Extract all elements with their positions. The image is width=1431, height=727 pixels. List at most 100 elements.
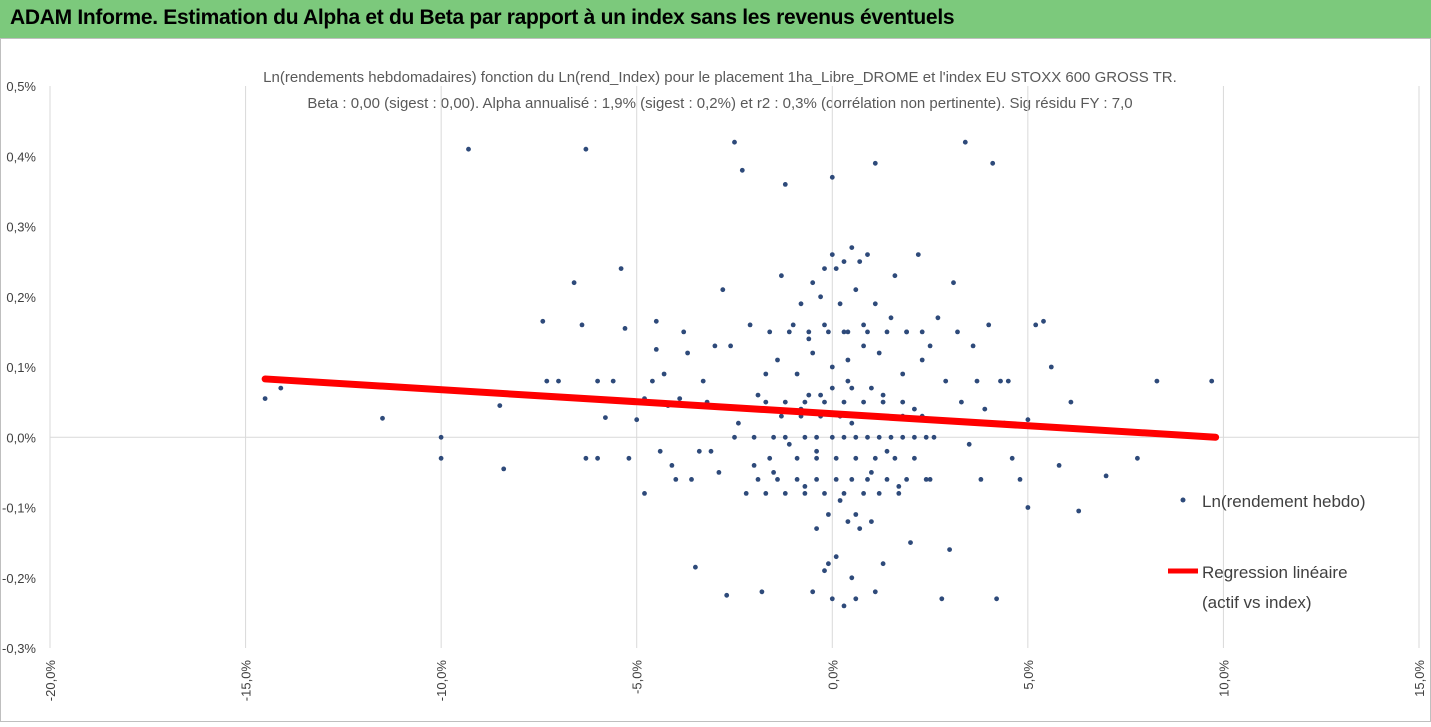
chart-border xyxy=(0,38,1431,722)
axis-labels: -20,0% -15,0% -10,0% -5,0% 0,0% 5,0% 10,0% 15,0… xyxy=(2,79,1427,701)
data-point xyxy=(931,434,937,440)
data-point xyxy=(947,547,952,552)
y-tick-label: 0,3% xyxy=(6,220,36,235)
data-point xyxy=(833,266,839,271)
data-point xyxy=(579,322,585,328)
y-tick-label: 0,2% xyxy=(6,290,36,305)
data-point xyxy=(900,434,906,440)
data-point xyxy=(798,301,804,307)
data-point xyxy=(814,526,819,531)
data-point xyxy=(262,396,268,401)
data-point xyxy=(814,448,819,454)
data-point xyxy=(1056,463,1062,468)
data-point xyxy=(861,399,866,405)
data-point xyxy=(767,329,773,335)
data-point xyxy=(802,434,808,440)
data-point xyxy=(747,322,753,328)
data-point xyxy=(278,385,284,391)
data-point xyxy=(810,350,816,356)
data-point xyxy=(923,477,929,482)
data-point xyxy=(763,491,769,496)
data-point xyxy=(982,406,988,412)
data-point xyxy=(865,477,870,482)
data-point xyxy=(1068,399,1074,405)
data-point xyxy=(822,491,827,496)
data-point xyxy=(583,146,589,152)
data-point xyxy=(818,392,823,398)
data-point xyxy=(782,399,788,405)
data-point xyxy=(876,350,882,356)
data-point xyxy=(720,287,726,293)
data-point xyxy=(544,378,550,384)
data-point xyxy=(908,540,913,545)
data-point xyxy=(802,399,808,405)
data-point xyxy=(806,392,812,398)
data-point xyxy=(693,564,698,570)
data-point xyxy=(994,596,999,602)
data-point xyxy=(900,399,906,405)
data-point xyxy=(912,455,917,461)
data-point xyxy=(833,477,839,482)
legend-label-regression: Regression linéaire xyxy=(1202,563,1348,582)
data-point xyxy=(927,477,933,482)
data-point xyxy=(865,252,870,257)
report-title: ADAM Informe. Estimation du Alpha et du … xyxy=(10,6,955,29)
legend-point-marker xyxy=(1180,497,1186,503)
report-header: ADAM Informe. Estimation du Alpha et du … xyxy=(0,0,1431,38)
data-point xyxy=(782,491,788,496)
data-point xyxy=(829,385,835,391)
data-point xyxy=(438,455,444,461)
data-point xyxy=(794,477,800,482)
data-point xyxy=(794,371,800,377)
data-point xyxy=(849,385,855,391)
data-point xyxy=(849,245,855,251)
y-tick-label: 0,1% xyxy=(6,360,36,375)
data-point xyxy=(696,448,702,454)
data-point xyxy=(880,561,886,567)
data-point xyxy=(955,329,960,335)
data-point xyxy=(716,470,722,475)
data-point xyxy=(822,266,827,271)
data-point xyxy=(724,592,730,598)
data-point xyxy=(681,329,687,335)
data-point xyxy=(853,434,859,440)
data-point xyxy=(974,378,980,384)
data-point xyxy=(826,561,831,567)
data-point xyxy=(896,484,902,489)
legend: Ln(rendement hebdo) Regression linéaire … xyxy=(1168,492,1366,612)
data-point xyxy=(583,455,589,461)
data-point xyxy=(829,252,835,257)
data-point xyxy=(657,448,663,454)
data-point xyxy=(728,343,733,349)
data-point xyxy=(1209,378,1215,384)
data-point xyxy=(849,477,855,482)
data-point xyxy=(876,491,882,496)
data-point xyxy=(642,491,647,496)
data-point xyxy=(990,160,996,166)
data-point xyxy=(786,441,792,447)
data-point xyxy=(841,329,847,335)
data-point xyxy=(806,329,812,335)
data-point xyxy=(497,403,503,408)
data-point xyxy=(650,378,655,384)
data-point xyxy=(845,329,851,335)
data-point xyxy=(912,406,917,412)
data-point xyxy=(880,392,886,398)
data-point xyxy=(1048,364,1054,370)
data-point xyxy=(669,463,675,468)
data-point xyxy=(841,491,847,496)
data-point xyxy=(872,589,878,595)
data-point xyxy=(751,434,757,440)
data-point xyxy=(595,378,600,384)
y-tick-label: 0,5% xyxy=(6,79,36,94)
data-point xyxy=(634,417,640,423)
data-point xyxy=(790,322,796,328)
data-point xyxy=(896,491,902,496)
data-point xyxy=(794,455,800,461)
data-point xyxy=(853,596,859,602)
data-point xyxy=(732,139,737,145)
data-point xyxy=(912,434,917,440)
data-point xyxy=(884,477,890,482)
data-point xyxy=(841,259,847,264)
data-point xyxy=(919,357,925,363)
